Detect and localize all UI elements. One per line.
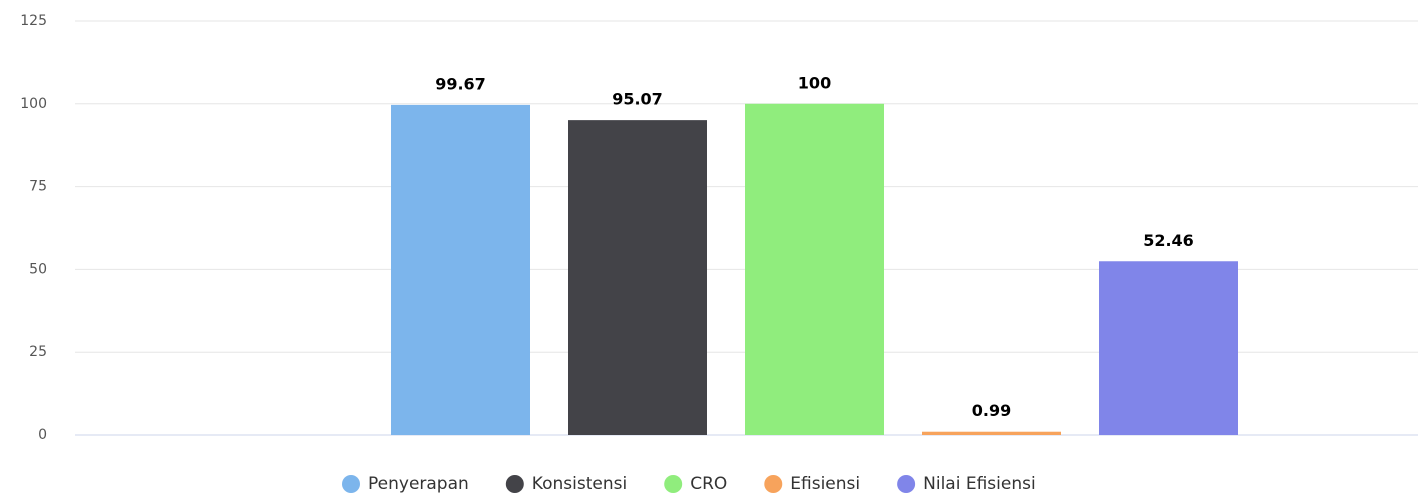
- legend-label: Efisiensi: [790, 474, 860, 494]
- bar: [1099, 261, 1238, 435]
- legend-marker: [764, 475, 783, 493]
- bar: [568, 120, 707, 435]
- legend-label: Konsistensi: [532, 474, 627, 494]
- legend-marker: [897, 475, 916, 493]
- data-label: 0.99: [972, 401, 1011, 420]
- data-label: 99.67: [435, 74, 486, 93]
- y-tick-label: 75: [29, 179, 47, 195]
- data-label: 95.07: [612, 90, 663, 109]
- legend-marker: [664, 475, 683, 493]
- y-tick-label: 25: [29, 344, 47, 360]
- data-label: 52.46: [1143, 231, 1194, 250]
- y-tick-label: 100: [20, 96, 47, 112]
- y-tick-label: 0: [38, 427, 47, 443]
- bar: [391, 104, 530, 436]
- legend-label: CRO: [690, 474, 727, 494]
- legend-label: Penyerapan: [368, 474, 469, 494]
- legend-label: Nilai Efisiensi: [923, 474, 1036, 494]
- data-label: 100: [798, 73, 831, 92]
- y-tick-label: 125: [20, 13, 47, 29]
- y-tick-label: 50: [29, 261, 47, 277]
- legend-marker: [342, 475, 360, 493]
- bar: [922, 431, 1061, 435]
- legend-marker: [505, 475, 524, 493]
- bar: [745, 103, 884, 436]
